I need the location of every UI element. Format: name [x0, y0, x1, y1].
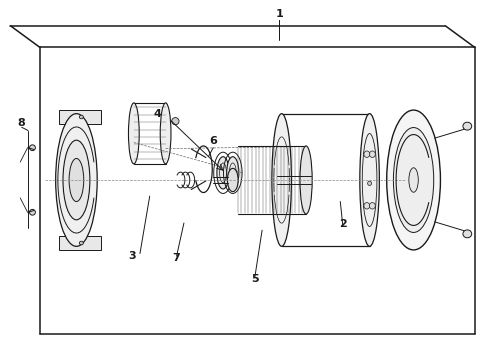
Text: 2: 2 — [339, 219, 346, 229]
Ellipse shape — [227, 168, 238, 192]
Ellipse shape — [227, 157, 239, 189]
Text: 5: 5 — [251, 274, 259, 284]
Ellipse shape — [79, 241, 83, 245]
Ellipse shape — [364, 151, 370, 157]
Ellipse shape — [364, 203, 370, 209]
Ellipse shape — [160, 103, 171, 164]
Ellipse shape — [56, 114, 97, 246]
Ellipse shape — [69, 158, 84, 202]
Ellipse shape — [29, 210, 35, 215]
Ellipse shape — [63, 140, 90, 220]
Ellipse shape — [29, 145, 35, 150]
Ellipse shape — [369, 203, 375, 209]
Ellipse shape — [172, 118, 179, 125]
Ellipse shape — [409, 168, 418, 192]
Ellipse shape — [217, 157, 229, 189]
Ellipse shape — [368, 181, 371, 185]
Ellipse shape — [393, 127, 434, 233]
Text: 6: 6 — [209, 136, 217, 146]
Ellipse shape — [463, 230, 472, 238]
Ellipse shape — [79, 115, 83, 119]
Ellipse shape — [300, 146, 312, 214]
Ellipse shape — [360, 114, 379, 246]
Text: 8: 8 — [18, 118, 25, 128]
Polygon shape — [59, 110, 101, 123]
Ellipse shape — [369, 151, 375, 157]
Ellipse shape — [128, 103, 139, 164]
Ellipse shape — [463, 122, 472, 130]
Text: 3: 3 — [129, 251, 136, 261]
Ellipse shape — [387, 110, 441, 250]
Polygon shape — [59, 237, 101, 250]
Text: 7: 7 — [172, 253, 180, 263]
Text: 1: 1 — [275, 9, 283, 19]
Text: 4: 4 — [153, 109, 161, 119]
Ellipse shape — [272, 114, 292, 246]
